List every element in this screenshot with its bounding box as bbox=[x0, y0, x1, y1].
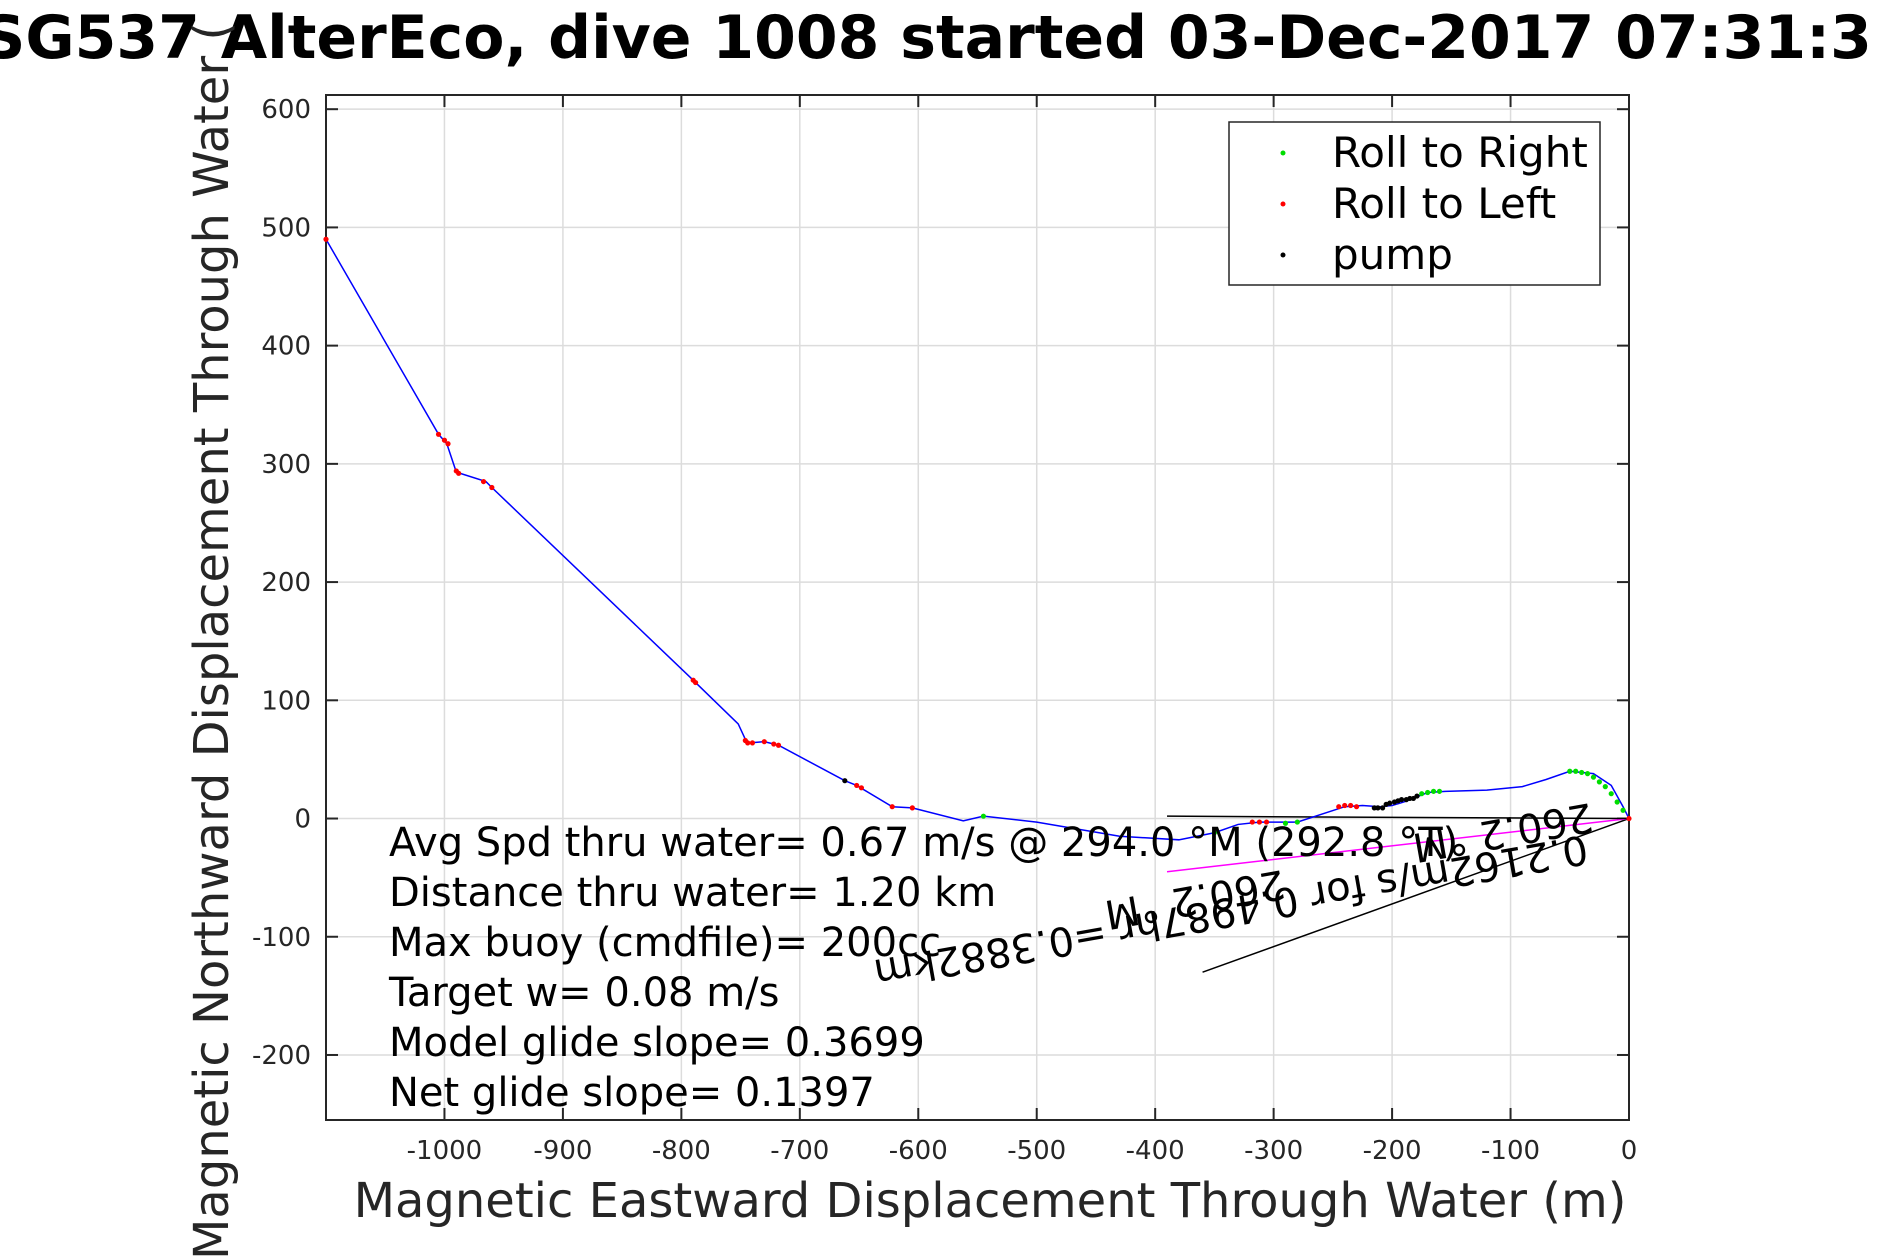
roll-to-right-point bbox=[1294, 819, 1300, 825]
roll-to-left-point bbox=[858, 785, 865, 791]
y-tick-label: -100 bbox=[252, 923, 311, 953]
roll-to-right-point bbox=[1579, 769, 1585, 776]
legend-label-roll-left: Roll to Left bbox=[1332, 179, 1556, 228]
roll-to-right-point bbox=[1596, 779, 1602, 785]
legend: Roll to Right Roll to Left pump bbox=[1228, 121, 1601, 286]
chart-title: SG537 AlterEco, dive 1008 started 03-Dec… bbox=[0, 3, 1872, 73]
roll-to-right-point bbox=[1425, 789, 1431, 796]
roll-to-left-point bbox=[441, 437, 448, 443]
roll-to-left-point bbox=[745, 740, 751, 746]
y-tick-label: 400 bbox=[261, 332, 311, 362]
legend-marker-roll-right bbox=[1280, 150, 1286, 156]
y-axis-label: Magnetic Northward Displacement Through … bbox=[184, 22, 240, 1260]
x-tick-label: -600 bbox=[889, 1136, 948, 1166]
pump-point bbox=[1398, 797, 1405, 803]
pump-point bbox=[842, 778, 848, 784]
legend-label-roll-right: Roll to Right bbox=[1332, 128, 1588, 177]
x-tick-label: -800 bbox=[652, 1136, 711, 1166]
pump-point bbox=[1371, 805, 1377, 811]
roll-to-left-point bbox=[445, 441, 451, 447]
roll-to-left-point bbox=[909, 805, 915, 811]
y-tick-label: 0 bbox=[294, 805, 311, 835]
y-tick-label: 600 bbox=[261, 95, 311, 125]
roll-to-left-point bbox=[435, 431, 442, 437]
ticks: -1000 -900 -800 -700 -600 -500 -400 -300 -200 -10… bbox=[252, 95, 1637, 1166]
roll-to-left-point bbox=[749, 740, 756, 746]
pump-point bbox=[1387, 800, 1393, 806]
legend-label-pump: pump bbox=[1332, 230, 1453, 279]
roll-to-left-point bbox=[1336, 804, 1342, 810]
plot-area bbox=[325, 94, 1630, 1121]
pump-point bbox=[1407, 795, 1413, 802]
annotations: Avg Spd thru water= 0.67 m/s @ 294.0 °M … bbox=[388, 820, 1458, 1116]
roll-to-left-point bbox=[771, 741, 777, 747]
roll-to-left-point bbox=[692, 679, 699, 686]
roll-to-right-point bbox=[1590, 774, 1597, 780]
roll-to-right-point bbox=[1211, 830, 1218, 836]
y-tick-label: 500 bbox=[261, 213, 311, 243]
roll-to-right-point bbox=[1436, 788, 1443, 794]
y-tick-label: 300 bbox=[261, 450, 311, 480]
roll-to-right-point bbox=[1419, 791, 1425, 797]
roll-to-left-point bbox=[761, 739, 767, 745]
roll-to-right-point bbox=[1608, 791, 1614, 797]
x-tick-label: -100 bbox=[1481, 1136, 1540, 1166]
roll-to-left-point bbox=[1263, 819, 1270, 825]
pump-point bbox=[1414, 793, 1420, 799]
y-tick-label: 200 bbox=[261, 568, 311, 598]
current-line bbox=[1202, 817, 1630, 973]
x-tick-label: -700 bbox=[770, 1136, 829, 1166]
roll-to-left-point bbox=[1353, 804, 1360, 810]
x-tick-label: -400 bbox=[1126, 1136, 1185, 1166]
roll-to-left-point bbox=[489, 484, 495, 491]
roll-to-left-point bbox=[889, 804, 895, 810]
roll-to-right-point bbox=[1584, 771, 1591, 777]
roll-to-left-point bbox=[323, 236, 329, 242]
roll-to-right-point bbox=[1602, 784, 1608, 790]
roll-to-right-point bbox=[1620, 807, 1626, 813]
pump-point bbox=[1375, 805, 1381, 811]
roll-to-right-point bbox=[1614, 799, 1620, 805]
reference-line bbox=[1167, 815, 1630, 820]
track-line bbox=[325, 238, 1630, 841]
annotation-line: Avg Spd thru water= 0.67 m/s @ 294.0 °M … bbox=[389, 820, 1458, 866]
avg-course-line bbox=[1166, 817, 1630, 873]
legend-marker-pump bbox=[1280, 252, 1286, 258]
roll-to-left-point bbox=[1626, 815, 1632, 822]
annotation-line: Target w= 0.08 m/s bbox=[388, 970, 779, 1016]
x-tick-label: -1000 bbox=[407, 1136, 483, 1166]
data-layer bbox=[323, 236, 1632, 973]
annotation-line: Net glide slope= 0.1397 bbox=[389, 1070, 875, 1116]
x-tick-label: 0 bbox=[1621, 1136, 1638, 1166]
x-axis-label: Magnetic Eastward Displacement Through W… bbox=[354, 1173, 1627, 1229]
roll-to-right-point bbox=[980, 813, 987, 819]
roll-to-right-point bbox=[1567, 768, 1573, 774]
roll-to-left-point bbox=[1256, 819, 1263, 825]
pump-point bbox=[1380, 805, 1386, 811]
roll-to-right-point bbox=[1282, 820, 1289, 826]
roll-to-right-point bbox=[1430, 788, 1437, 794]
roll-to-right-point bbox=[1573, 768, 1579, 774]
roll-to-left-point bbox=[1249, 819, 1255, 825]
x-tick-label: -300 bbox=[1244, 1136, 1303, 1166]
roll-to-left-point bbox=[480, 478, 487, 485]
annotation-line: Max buoy (cmdfile)= 200cc bbox=[389, 920, 941, 966]
x-tick-label: -500 bbox=[1007, 1136, 1066, 1166]
roll-to-left-point bbox=[1342, 802, 1348, 809]
annotation-line: Model glide slope= 0.3699 bbox=[389, 1020, 925, 1066]
roll-to-left-point bbox=[775, 742, 782, 748]
roll-to-left-point bbox=[456, 470, 462, 476]
x-tick-label: -200 bbox=[1363, 1136, 1422, 1166]
roll-to-left-point bbox=[854, 782, 860, 789]
legend-marker-roll-left bbox=[1280, 201, 1286, 207]
annotation-line: Distance thru water= 1.20 km bbox=[389, 870, 996, 916]
roll-to-left-point bbox=[1348, 802, 1354, 809]
y-tick-label: -200 bbox=[252, 1041, 311, 1071]
x-tick-label: -900 bbox=[533, 1136, 592, 1166]
legend-box bbox=[1228, 121, 1601, 286]
y-tick-label: 100 bbox=[261, 686, 311, 716]
